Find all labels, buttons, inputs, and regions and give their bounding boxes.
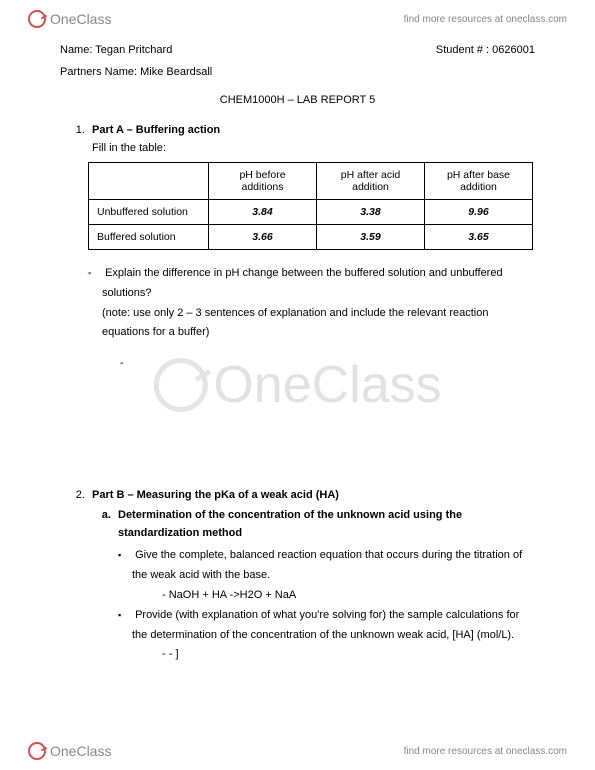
brand-logo-footer: OneClass [28, 742, 111, 760]
header-tagline: find more resources at oneclass.com [404, 14, 567, 25]
table-header: pH after acid addition [317, 163, 425, 200]
section-list-b: Part B – Measuring the pKa of a weak aci… [88, 489, 535, 665]
brand-icon [28, 10, 46, 28]
page-footer: OneClass find more resources at oneclass… [0, 732, 595, 770]
row-label: Unbuffered solution [89, 200, 209, 225]
sub-a-bullets: Give the complete, balanced reaction equ… [118, 546, 535, 665]
student-value: 0626001 [492, 44, 535, 56]
page-header: OneClass find more resources at oneclass… [0, 0, 595, 38]
table-cell: 3.65 [425, 225, 533, 250]
equation: NaOH + HA ->H2O + NaA [162, 586, 535, 606]
bullet-text: Give the complete, balanced reaction equ… [132, 549, 522, 581]
table-cell: 3.66 [209, 225, 317, 250]
bullet-text: Provide (with explanation of what you're… [132, 609, 519, 641]
table-header-row: pH before additions pH after acid additi… [89, 163, 533, 200]
table-row: Unbuffered solution 3.84 3.38 9.96 [89, 200, 533, 225]
part-a-heading: Part A – Buffering action [92, 124, 535, 136]
brand-logo: OneClass [28, 10, 111, 28]
table-header [89, 163, 209, 200]
name-field: Name: Tegan Pritchard [60, 44, 172, 56]
name-label: Name: [60, 44, 92, 56]
bullet-text: Explain the difference in pH change betw… [102, 267, 503, 299]
section-part-a: Part A – Buffering action Fill in the ta… [88, 124, 535, 154]
report-title: CHEM1000H – LAB REPORT 5 [60, 94, 535, 106]
footer-tagline: find more resources at oneclass.com [404, 746, 567, 757]
part-b-heading: Part B – Measuring the pKa of a weak aci… [92, 489, 535, 501]
partners-value: Mike Beardsall [140, 66, 212, 78]
partners-label: Partners Name: [60, 66, 137, 78]
student-field: Student # : 0626001 [436, 44, 535, 56]
table-cell: 9.96 [425, 200, 533, 225]
table-row: Buffered solution 3.66 3.59 3.65 [89, 225, 533, 250]
table-cell: 3.59 [317, 225, 425, 250]
name-value: Tegan Pritchard [95, 44, 172, 56]
equation-dash: - ] [162, 645, 535, 665]
table-header: pH before additions [209, 163, 317, 200]
part-a-note: (note: use only 2 – 3 sentences of expla… [102, 304, 535, 344]
brand-name-footer: OneClass [50, 743, 111, 759]
buffer-table: pH before additions pH after acid additi… [88, 162, 533, 250]
table-cell: 3.84 [209, 200, 317, 225]
part-a-notes: Explain the difference in pH change betw… [88, 264, 535, 304]
list-item: Explain the difference in pH change betw… [88, 264, 535, 304]
document-body: Name: Tegan Pritchard Student # : 062600… [0, 38, 595, 665]
table-header: pH after base addition [425, 163, 533, 200]
brand-name: OneClass [50, 11, 111, 27]
row-label: Buffered solution [89, 225, 209, 250]
spacer [60, 369, 535, 489]
section-part-b: Part B – Measuring the pKa of a weak aci… [88, 489, 535, 665]
part-a-fill: Fill in the table: [92, 142, 535, 154]
sub-item-a: Determination of the concentration of th… [114, 507, 535, 665]
section-list: Part A – Buffering action Fill in the ta… [88, 124, 535, 154]
part-b-sublist: Determination of the concentration of th… [114, 507, 535, 665]
empty-dash: - [120, 357, 535, 369]
table-cell: 3.38 [317, 200, 425, 225]
list-item: Provide (with explanation of what you're… [118, 606, 535, 665]
partners-field: Partners Name: Mike Beardsall [60, 66, 535, 78]
sub-a-text: Determination of the concentration of th… [118, 509, 462, 539]
brand-icon [28, 742, 46, 760]
list-item: Give the complete, balanced reaction equ… [118, 546, 535, 605]
name-row: Name: Tegan Pritchard Student # : 062600… [60, 44, 535, 56]
student-label: Student # : [436, 44, 489, 56]
